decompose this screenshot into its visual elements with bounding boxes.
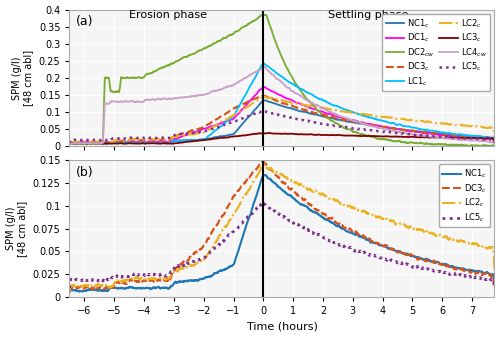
Legend: NC1$_c$, DC1$_c$, DC2$_{cw}$, DC3$_c$, LC1$_c$, LC2$_c$, LC3$_c$, LC4$_{cw}$, LC: NC1$_c$, DC1$_c$, DC2$_{cw}$, DC3$_c$, L… — [382, 14, 490, 91]
X-axis label: Time (hours): Time (hours) — [246, 321, 318, 332]
Text: (a): (a) — [76, 15, 94, 28]
Text: (b): (b) — [76, 166, 94, 179]
Text: Settling phase: Settling phase — [328, 10, 408, 20]
Legend: NC1$_c$, DC3$_c$, LC2$_c$, LC5$_c$: NC1$_c$, DC3$_c$, LC2$_c$, LC5$_c$ — [439, 164, 490, 227]
Y-axis label: SPM (g/l)
[48 cm abl]: SPM (g/l) [48 cm abl] — [12, 50, 34, 106]
Text: Erosion phase: Erosion phase — [129, 10, 207, 20]
Y-axis label: SPM (g/l)
[48 cm abl]: SPM (g/l) [48 cm abl] — [6, 201, 27, 257]
